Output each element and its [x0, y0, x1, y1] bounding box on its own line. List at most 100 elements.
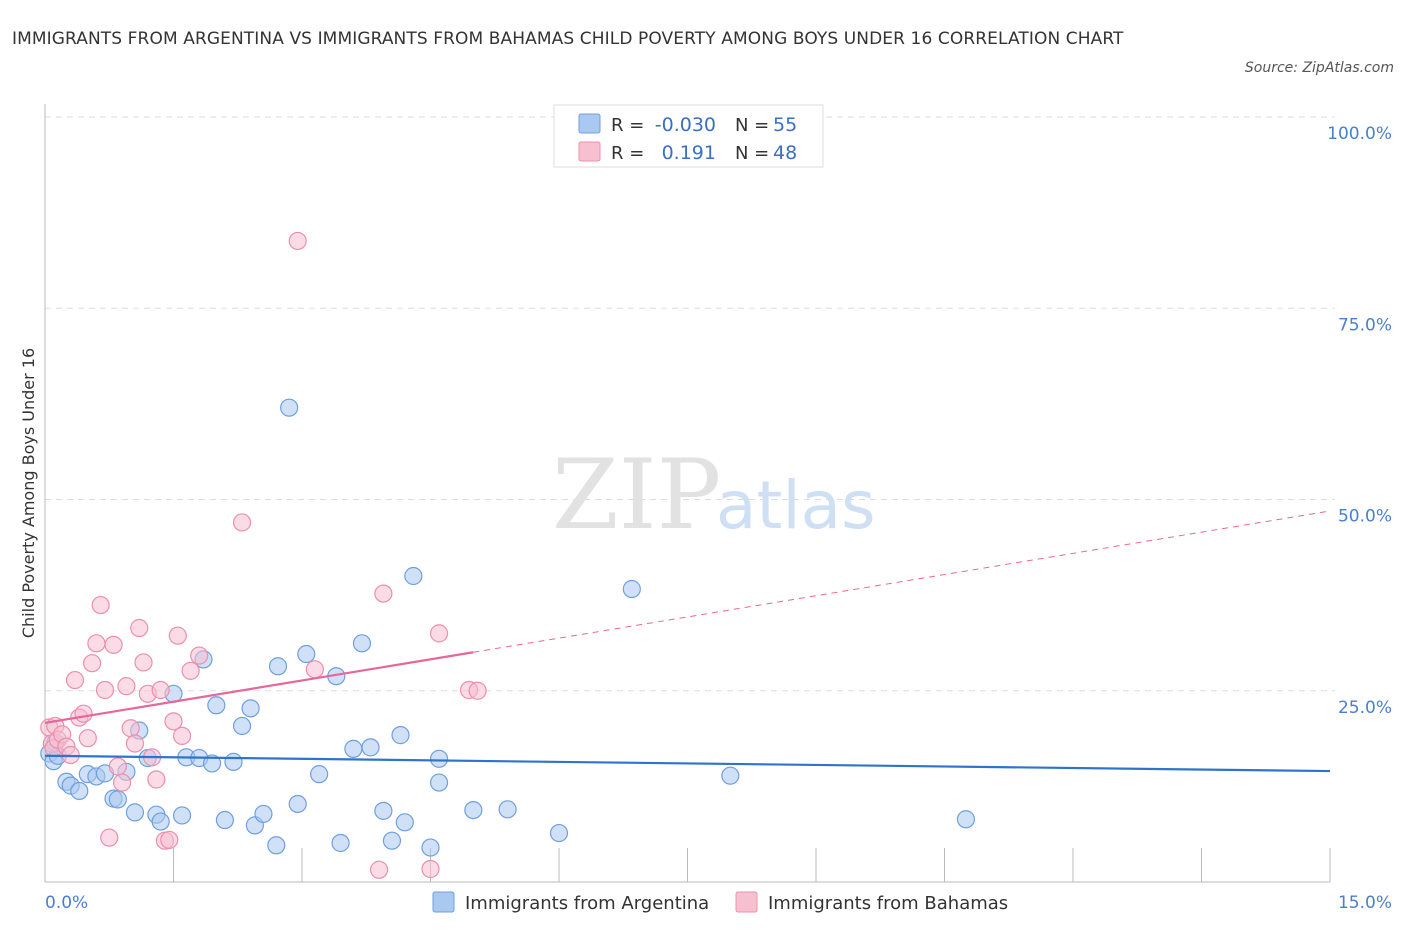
- argentina-point: [172, 806, 192, 825]
- x-axis-ticks: [44, 848, 1331, 882]
- bahamas-point: [74, 704, 93, 723]
- y-tick-label: 75.0%: [1338, 315, 1392, 335]
- argentina-point: [254, 804, 273, 824]
- bahamas-point: [83, 654, 102, 673]
- argentina-point: [421, 838, 440, 857]
- bahamas-point: [164, 712, 183, 731]
- argentina-point: [224, 752, 243, 771]
- argentina-point: [241, 699, 260, 718]
- y-tick-label: 25.0%: [1338, 698, 1392, 718]
- y-axis-tick-labels: 25.0% 50.0% 75.0% 100.0%: [1327, 124, 1392, 718]
- argentina-point: [288, 794, 307, 814]
- stats-swatch-bahamas: [578, 141, 601, 162]
- bahamas-point: [104, 635, 123, 654]
- argentina-point: [151, 812, 170, 831]
- bahamas-point: [305, 660, 324, 679]
- argentina-point: [297, 644, 316, 664]
- argentina-point: [374, 801, 393, 820]
- bahamas-point: [95, 680, 115, 700]
- argentina-point: [721, 766, 740, 785]
- bahamas-point: [65, 670, 85, 690]
- trend-line-bahamas: [44, 651, 474, 724]
- stats-r-label-bahamas: R =: [611, 143, 644, 164]
- watermark-atlas: atlas: [716, 467, 876, 544]
- argentina-point: [232, 716, 252, 736]
- bahamas-point: [100, 828, 119, 847]
- argentina-point: [344, 739, 363, 758]
- chart-title: IMMIGRANTS FROM ARGENTINA VS IMMIGRANTS …: [12, 29, 1124, 49]
- bahamas-point: [181, 661, 200, 680]
- argentina-point: [956, 810, 976, 829]
- argentina-point: [429, 773, 449, 792]
- argentina-point: [498, 800, 517, 819]
- argentina-point: [331, 833, 350, 853]
- argentina-point: [464, 800, 483, 820]
- stats-n-value-bahamas: 48: [773, 142, 797, 164]
- bahamas-point: [117, 677, 136, 696]
- argentina-point: [125, 803, 145, 822]
- trend-line-bahamas-extrapolated: [473, 510, 1331, 653]
- argentina-point: [395, 813, 414, 832]
- stats-n-label-bahamas: N =: [735, 143, 769, 164]
- series-bahamas-points: [40, 231, 487, 879]
- stats-n-label-argentina: N =: [735, 115, 769, 136]
- bahamas-point: [121, 719, 140, 738]
- y-axis-title: Child Poverty Among Boys Under 16: [19, 348, 38, 638]
- bahamas-point: [172, 726, 192, 745]
- bahamas-point: [125, 734, 145, 753]
- bahamas-point: [112, 773, 132, 792]
- watermark-zip: ZIP: [552, 439, 721, 551]
- bahamas-point: [160, 830, 179, 850]
- stats-swatch-argentina: [578, 113, 601, 134]
- bahamas-point: [168, 626, 187, 645]
- x-tick-label-min: 0.0%: [45, 893, 88, 913]
- argentina-point: [361, 738, 380, 757]
- argentina-point: [391, 726, 410, 745]
- argentina-point: [622, 579, 641, 599]
- legend-swatch-argentina: [432, 891, 455, 913]
- argentina-point: [267, 836, 286, 855]
- bahamas-point: [429, 624, 449, 643]
- argentina-point: [215, 810, 234, 830]
- bahamas-point: [134, 653, 153, 672]
- bahamas-point: [190, 646, 209, 665]
- argentina-point: [310, 765, 329, 784]
- argentina-point: [207, 696, 226, 715]
- trend-lines: [44, 510, 1331, 773]
- bahamas-point: [78, 729, 97, 748]
- bahamas-point: [130, 618, 149, 638]
- argentina-point: [108, 790, 127, 809]
- bahamas-point: [421, 859, 440, 879]
- argentina-point: [382, 831, 402, 850]
- argentina-point: [70, 781, 89, 801]
- stats-n-value-argentina: 55: [773, 114, 797, 136]
- argentina-point: [352, 634, 372, 653]
- bahamas-point: [108, 757, 127, 776]
- bahamas-point: [87, 634, 106, 653]
- legend-label-bahamas: Immigrants from Bahamas: [768, 893, 1008, 914]
- bahamas-point: [147, 770, 166, 789]
- argentina-point: [202, 754, 222, 773]
- source-credit: Source: ZipAtlas.com: [1244, 60, 1394, 76]
- series-legend: Immigrants from Argentina Immigrants fro…: [432, 891, 1008, 914]
- argentina-point: [280, 398, 299, 417]
- argentina-point: [268, 657, 288, 676]
- argentina-point: [549, 823, 569, 843]
- y-tick-label: 100.0%: [1327, 124, 1392, 144]
- grid-lines: [45, 116, 1335, 692]
- bahamas-point: [91, 595, 110, 615]
- x-tick-label-max: 15.0%: [1338, 893, 1392, 913]
- stats-r-value-argentina: -0.030: [655, 114, 716, 136]
- bahamas-point: [151, 680, 170, 700]
- legend-swatch-bahamas: [735, 891, 758, 913]
- stats-r-value-bahamas: 0.191: [662, 142, 716, 164]
- stats-legend: R = -0.030 N = 55 R = 0.191 N = 48: [553, 104, 824, 168]
- bahamas-point: [374, 584, 393, 603]
- legend-label-argentina: Immigrants from Argentina: [465, 893, 709, 914]
- bahamas-point: [288, 231, 307, 251]
- bahamas-point: [232, 513, 252, 532]
- y-tick-label: 50.0%: [1338, 507, 1392, 527]
- trend-line-argentina: [44, 754, 1331, 773]
- bahamas-point: [468, 681, 487, 700]
